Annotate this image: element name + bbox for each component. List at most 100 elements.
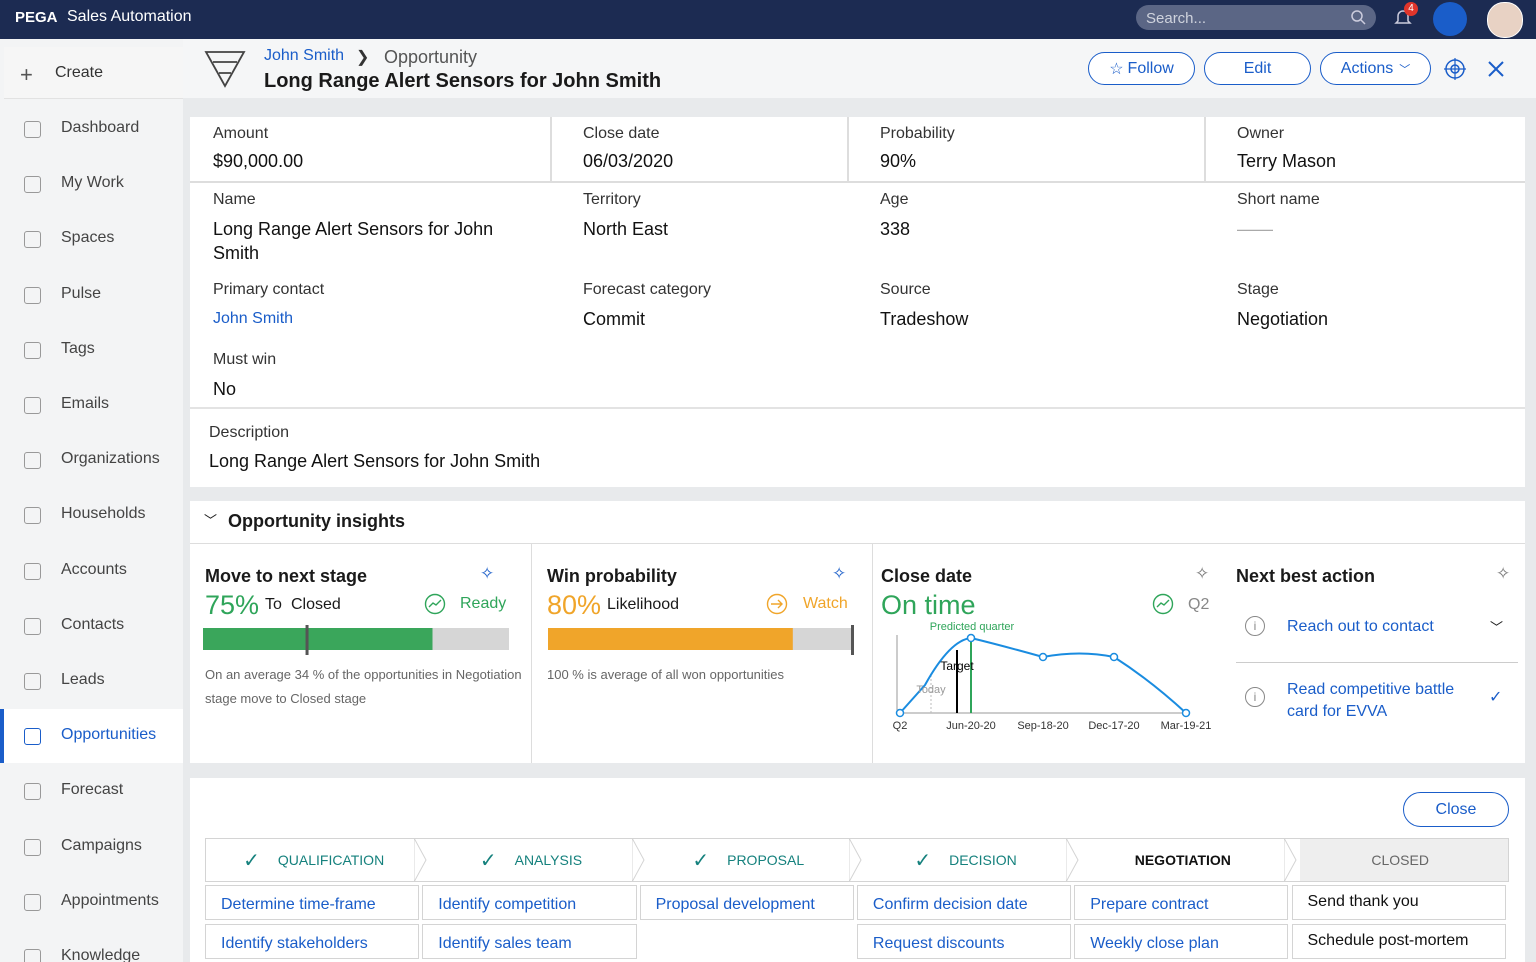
search-box[interactable] <box>1136 5 1376 30</box>
nav-item[interactable]: Households <box>61 505 146 523</box>
task[interactable]: Schedule post-mortem <box>1307 932 1469 949</box>
nav-icon <box>24 341 41 359</box>
task-cell <box>1291 885 1506 920</box>
metric: 75% <box>205 590 260 620</box>
status-icon <box>766 593 788 615</box>
nav-item[interactable]: Knowledge <box>61 947 141 962</box>
nav-item[interactable]: My Work <box>61 174 124 192</box>
field-label: Primary contact <box>213 281 325 298</box>
task-cell <box>639 885 854 920</box>
card-title: Move to next stage <box>205 566 368 586</box>
check-icon: ✓ <box>914 849 932 872</box>
create-row[interactable] <box>4 47 183 99</box>
field-value: Terry Mason <box>1237 151 1337 171</box>
task[interactable]: Determine time-frame <box>221 896 376 913</box>
button-label: Follow <box>1127 59 1174 77</box>
nav-item[interactable]: Contacts <box>61 615 125 633</box>
divider <box>847 117 849 181</box>
stage: NEGOTIATION <box>1074 838 1291 882</box>
task[interactable]: Weekly close plan <box>1090 935 1219 952</box>
x-label: Dec-17-20 <box>1088 720 1139 732</box>
stage-name: CLOSED <box>1371 852 1429 868</box>
brand: PEGA <box>15 9 58 26</box>
breadcrumb-link[interactable]: John Smith <box>264 47 345 64</box>
nav-item[interactable]: Campaigns <box>61 836 142 854</box>
sparkle-icon[interactable]: ✧ <box>832 564 847 583</box>
nav-item[interactable]: Tags <box>61 339 95 357</box>
edit-button[interactable]: Edit <box>1204 52 1311 85</box>
task[interactable]: Send thank you <box>1307 893 1419 910</box>
action-link[interactable]: Read competitive battle card for EVVA <box>1287 681 1455 720</box>
app-name: Sales Automation <box>67 8 192 25</box>
nav-item[interactable]: Opportunities <box>61 726 157 744</box>
nav-icon <box>24 949 41 962</box>
task[interactable]: Identify sales team <box>438 935 572 952</box>
close-button[interactable]: Close <box>1403 792 1509 827</box>
stage-separator <box>848 838 862 882</box>
nav-icon <box>24 893 41 911</box>
nav-item[interactable]: Organizations <box>61 450 160 468</box>
task[interactable]: Identify competition <box>438 896 577 913</box>
sparkle-icon[interactable]: ✧ <box>480 564 495 583</box>
task[interactable]: Identify stakeholders <box>221 935 368 952</box>
create-icon: + <box>20 62 33 87</box>
point <box>966 633 976 643</box>
task[interactable]: Request discounts <box>872 935 1005 952</box>
sparkle-icon[interactable]: ✧ <box>1496 564 1511 583</box>
field-value[interactable]: John Smith <box>213 310 294 327</box>
field-label: Owner <box>1237 125 1285 142</box>
collapse-icon[interactable]: ﹀ <box>204 513 218 528</box>
nav-item[interactable]: Emails <box>61 395 110 412</box>
task[interactable]: Prepare contract <box>1090 896 1209 913</box>
case-title: Long Range Alert Sensors for John Smith <box>264 70 662 92</box>
nav-item[interactable]: Leads <box>61 671 105 688</box>
nav-icon <box>24 728 41 746</box>
stage-name: DECISION <box>949 852 1017 868</box>
create-label[interactable]: Create <box>55 64 104 81</box>
nav-item[interactable]: Dashboard <box>61 119 140 136</box>
metric: 80% <box>547 590 602 620</box>
field-label: Description <box>209 424 290 441</box>
target-icon[interactable] <box>1444 58 1466 80</box>
progress-bar <box>548 625 854 655</box>
search-icon[interactable] <box>1350 9 1366 25</box>
nav-item[interactable]: Appointments <box>61 891 159 909</box>
divider <box>550 117 552 181</box>
bell-icon[interactable] <box>1393 8 1413 28</box>
task-cell <box>205 885 420 920</box>
card-note: On an average 34 % of the opportunities … <box>205 667 522 706</box>
action-link[interactable]: Reach out to contact <box>1287 618 1434 635</box>
field-label: Name <box>213 191 256 208</box>
nav-indicator <box>0 709 4 764</box>
status-icon <box>1152 593 1174 615</box>
field-value: $90,000.00 <box>213 151 304 171</box>
field-label: Amount <box>213 125 269 142</box>
task[interactable]: Proposal development <box>655 896 815 913</box>
sparkle-icon[interactable]: ✧ <box>1195 564 1210 583</box>
task[interactable]: Confirm decision date <box>872 896 1028 913</box>
nav-icon <box>24 176 41 194</box>
avatar[interactable] <box>1487 2 1523 38</box>
follow-button[interactable]: ☆ Follow <box>1088 52 1195 85</box>
bar-fill <box>203 628 433 650</box>
task-cell <box>422 924 637 959</box>
nav-item[interactable]: Forecast <box>61 781 124 799</box>
actions-button[interactable]: Actions ﹀ <box>1320 52 1431 85</box>
chart-annotation: Target <box>940 659 974 673</box>
chevron <box>1283 838 1297 882</box>
expand-icon[interactable]: ﹀ <box>1490 620 1504 635</box>
x-label: Jun-20-20 <box>946 720 996 732</box>
divider <box>190 181 1525 183</box>
section-title: Opportunity insights <box>228 511 405 531</box>
stage: ✓ DECISION <box>857 838 1074 882</box>
field-label: Close date <box>583 125 660 142</box>
nav-item[interactable]: Pulse <box>61 284 102 302</box>
close-icon[interactable] <box>1487 60 1505 78</box>
nav-item[interactable]: Spaces <box>61 229 115 247</box>
details-panel <box>190 117 1525 487</box>
divider <box>1236 662 1518 663</box>
nav-icon <box>24 231 41 249</box>
phone-button[interactable] <box>1433 2 1467 36</box>
nav-item[interactable]: Accounts <box>61 560 127 578</box>
